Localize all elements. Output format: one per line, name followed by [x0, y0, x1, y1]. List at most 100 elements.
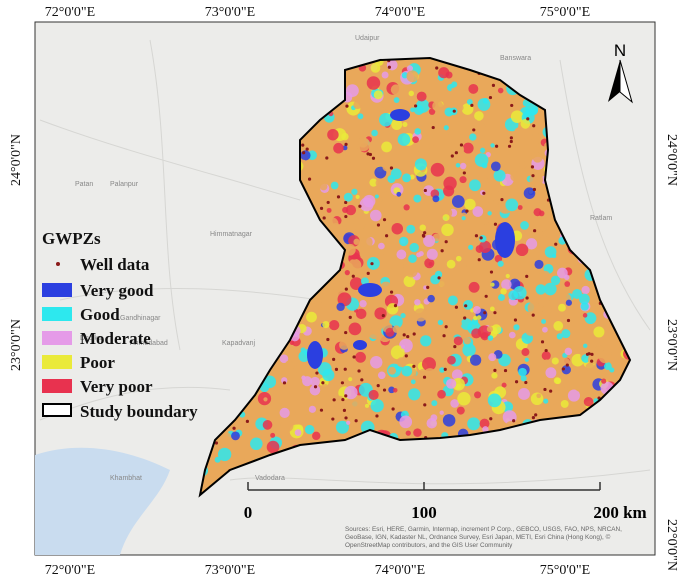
- zone-patch: [388, 366, 397, 375]
- zone-patch: [513, 286, 527, 300]
- zone-patch: [348, 377, 353, 382]
- well: [493, 368, 497, 373]
- zone-patch: [461, 216, 466, 221]
- zone-patch: [529, 106, 538, 115]
- zone-patch: [263, 375, 277, 389]
- zone-patch: [518, 388, 530, 400]
- zone-patch: [510, 171, 521, 182]
- well: [532, 187, 537, 192]
- well: [331, 417, 335, 421]
- zone-patch: [378, 249, 384, 256]
- zone-patch: [549, 397, 557, 405]
- zone-patch: [390, 345, 405, 360]
- zone-patch: [446, 378, 457, 389]
- zone-patch: [581, 354, 591, 363]
- zone-patch: [342, 206, 349, 214]
- zone-patch: [611, 348, 624, 361]
- zone-patch: [351, 188, 358, 195]
- zone-patch: [494, 254, 503, 263]
- place-label: Gandhinagar: [120, 315, 161, 322]
- zone-patch: [294, 429, 302, 436]
- well: [421, 233, 426, 238]
- zone-patch: [348, 258, 362, 272]
- place-label: Vadodara: [255, 475, 285, 482]
- zone-patch: [309, 384, 321, 396]
- zone-patch: [543, 202, 549, 208]
- zone-patch: [279, 407, 290, 418]
- zone-patch: [390, 84, 402, 95]
- zone-patch: [337, 331, 343, 337]
- well: [525, 296, 529, 300]
- zone-patch: [582, 313, 588, 318]
- well: [549, 389, 553, 393]
- zone-patch: [502, 208, 507, 213]
- zone-patch: [541, 319, 547, 324]
- zone-patch: [231, 431, 240, 441]
- zone-patch: [263, 397, 268, 402]
- zone-patch: [330, 181, 339, 190]
- zone-patch: [477, 98, 491, 111]
- zone-patch: [414, 158, 427, 171]
- zone-patch: [396, 357, 407, 368]
- zone-patch: [441, 343, 448, 350]
- zone-patch: [561, 365, 571, 375]
- lat-label: 22°0'0"N: [664, 519, 679, 571]
- well: [479, 236, 483, 240]
- scale-label: 0: [244, 503, 253, 522]
- zone-patch: [501, 382, 507, 388]
- zone-patch: [426, 418, 438, 429]
- zone-patch: [498, 294, 505, 301]
- well: [375, 414, 379, 418]
- zone-patch: [408, 254, 417, 263]
- zone-patch: [416, 91, 427, 102]
- zone-patch: [542, 305, 552, 315]
- north-label: N: [614, 41, 626, 60]
- zone-patch: [343, 192, 353, 202]
- zone-patch: [307, 341, 323, 369]
- zone-patch: [381, 141, 393, 153]
- lon-label: 73°0'0"E: [205, 5, 255, 20]
- zone-patch: [454, 229, 464, 238]
- zone-patch: [447, 355, 456, 365]
- zone-patch: [279, 354, 289, 363]
- well: [513, 318, 518, 322]
- zone-patch: [490, 143, 495, 148]
- well: [423, 231, 427, 235]
- zone-patch: [359, 299, 367, 308]
- zone-patch: [563, 274, 570, 281]
- zone-patch: [270, 432, 276, 438]
- zone-patch: [485, 201, 497, 214]
- zone-patch: [338, 368, 347, 377]
- zone-patch: [474, 153, 489, 167]
- zone-patch: [335, 420, 349, 434]
- well: [354, 419, 358, 423]
- zone-patch: [403, 204, 410, 211]
- zone-patch: [517, 205, 523, 210]
- zone-patch: [391, 119, 403, 130]
- well: [491, 83, 496, 87]
- zone-patch: [353, 218, 366, 231]
- zone-patch: [525, 325, 537, 336]
- zone-patch: [400, 344, 406, 349]
- zone-patch: [468, 83, 479, 94]
- well: [332, 357, 336, 361]
- zone-patch: [423, 234, 436, 247]
- zone-patch: [326, 196, 338, 207]
- zone-patch: [459, 162, 467, 170]
- well: [351, 274, 355, 278]
- zone-patch: [497, 87, 504, 94]
- zone-patch: [601, 378, 607, 384]
- zone-patch: [392, 325, 401, 333]
- lon-label: 72°0'0"E: [45, 5, 95, 20]
- zone-patch: [595, 345, 604, 354]
- zone-patch: [355, 351, 366, 363]
- zone-patch: [469, 354, 482, 366]
- well: [422, 375, 427, 379]
- zone-patch: [503, 133, 517, 148]
- well: [389, 166, 394, 170]
- zone-patch: [414, 299, 421, 306]
- zone-patch: [408, 90, 415, 97]
- scale-label: 200 km: [593, 503, 646, 522]
- study-boundary: [198, 56, 632, 498]
